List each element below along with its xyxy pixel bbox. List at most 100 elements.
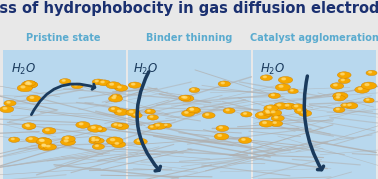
Circle shape [148,125,158,130]
Circle shape [334,84,337,86]
Circle shape [59,79,71,84]
Circle shape [62,136,75,142]
Circle shape [268,110,282,116]
Circle shape [145,109,155,114]
Circle shape [358,88,362,90]
Circle shape [190,108,193,110]
Circle shape [147,115,158,120]
Circle shape [223,108,235,113]
Text: Pristine state: Pristine state [26,33,101,43]
Circle shape [266,111,270,113]
Circle shape [95,145,98,146]
Circle shape [114,109,128,115]
Circle shape [361,82,376,89]
Circle shape [110,139,115,141]
Circle shape [26,95,41,102]
Text: $H_2O$: $H_2O$ [133,62,159,78]
Circle shape [341,103,351,108]
Circle shape [42,127,56,134]
Circle shape [91,127,95,128]
Bar [253,50,376,179]
Circle shape [118,125,122,126]
Circle shape [268,93,280,98]
Circle shape [294,105,298,107]
Circle shape [39,143,52,149]
Circle shape [46,145,50,147]
Circle shape [129,111,133,113]
Circle shape [62,80,65,81]
Circle shape [38,143,54,150]
Circle shape [115,143,119,144]
Circle shape [150,126,153,127]
Circle shape [3,107,7,109]
Circle shape [302,112,305,113]
Circle shape [111,94,122,99]
Circle shape [0,106,14,113]
Circle shape [190,108,194,110]
Circle shape [186,107,201,114]
Circle shape [89,138,101,144]
Circle shape [118,110,121,112]
Circle shape [76,122,90,128]
Circle shape [366,70,377,76]
Circle shape [276,84,290,91]
Circle shape [42,144,45,146]
Circle shape [39,139,43,141]
Circle shape [285,104,289,106]
Circle shape [92,144,104,149]
Circle shape [9,137,20,142]
Circle shape [156,124,160,126]
Circle shape [23,80,36,86]
Circle shape [288,89,298,94]
Text: Binder thinning: Binder thinning [146,33,232,43]
Circle shape [355,86,369,93]
Circle shape [106,137,123,145]
Circle shape [28,83,31,84]
Circle shape [365,84,369,86]
Circle shape [182,96,185,98]
Text: $H_2O$: $H_2O$ [260,62,285,78]
Circle shape [333,92,348,100]
Circle shape [30,97,34,98]
Circle shape [297,109,301,111]
Circle shape [243,113,246,114]
Circle shape [25,124,29,126]
Circle shape [126,109,140,116]
Circle shape [114,85,128,91]
Circle shape [282,103,296,109]
Circle shape [92,139,95,141]
Circle shape [64,140,68,142]
Circle shape [98,80,110,86]
Circle shape [183,96,187,98]
Text: Catalyst agglomeration: Catalyst agglomeration [250,33,378,43]
Circle shape [112,108,115,109]
Circle shape [25,83,29,84]
Circle shape [333,95,345,101]
Circle shape [218,81,231,87]
Circle shape [179,95,191,101]
Circle shape [330,83,344,89]
Circle shape [202,112,215,118]
Circle shape [163,123,172,128]
Circle shape [40,140,44,141]
Circle shape [239,137,251,144]
Circle shape [134,114,137,115]
Circle shape [106,82,121,89]
Circle shape [291,104,304,110]
Circle shape [112,141,125,148]
Circle shape [43,144,56,150]
Circle shape [282,78,285,80]
Circle shape [290,90,293,91]
Circle shape [241,112,252,117]
Circle shape [336,108,339,110]
Circle shape [93,138,104,143]
Circle shape [216,125,229,131]
Circle shape [22,81,37,88]
Circle shape [299,110,312,117]
Circle shape [294,108,307,114]
Circle shape [206,114,209,115]
Circle shape [270,120,283,127]
Circle shape [115,123,129,130]
Circle shape [112,97,116,98]
Circle shape [278,76,293,83]
